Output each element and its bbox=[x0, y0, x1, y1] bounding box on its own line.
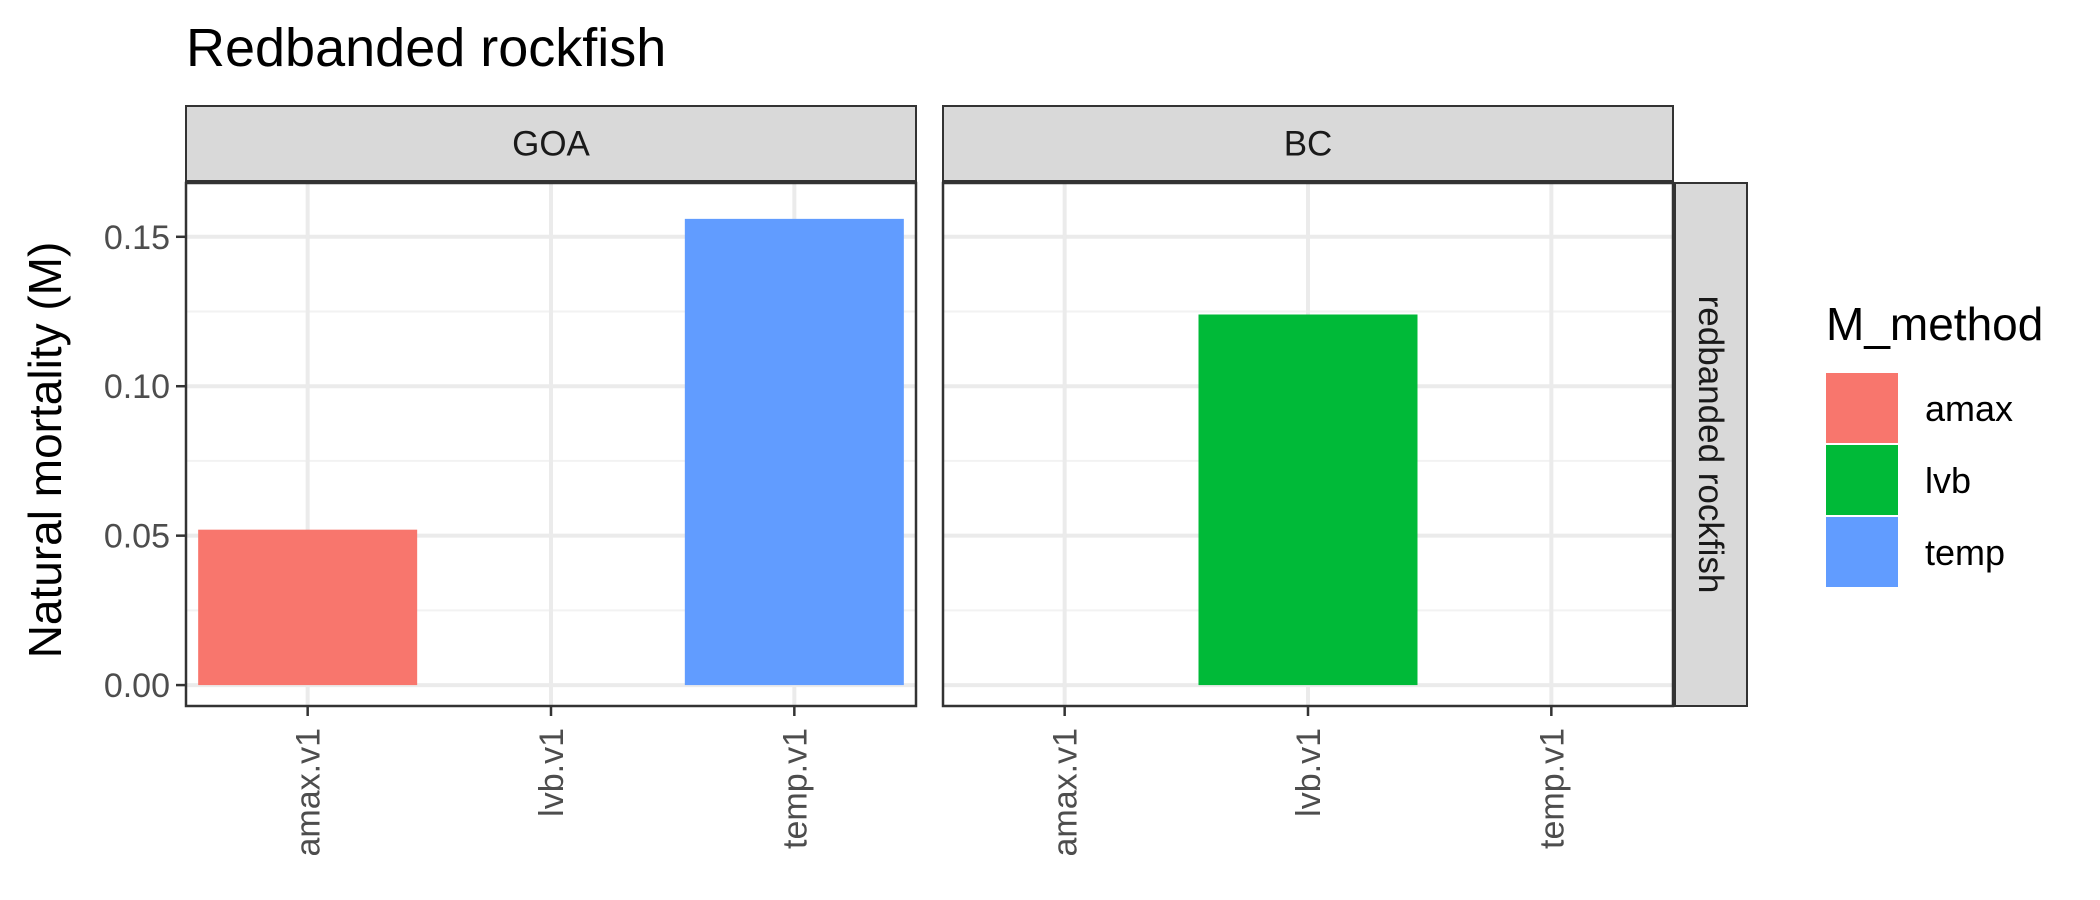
legend-key-lvb bbox=[1826, 445, 1898, 515]
legend-label-amax: amax bbox=[1925, 388, 2013, 429]
bar-lvb bbox=[1198, 314, 1418, 686]
y-axis-title: Natural mortality (M) bbox=[19, 242, 71, 659]
facet-panel-goa: GOA amax.v1 lvb.v1 temp.v1 0.00 0.05 0.10 0.15 bbox=[104, 105, 918, 857]
x-tick-label: amax.v1 bbox=[1047, 728, 1085, 857]
bar-amax bbox=[198, 529, 418, 686]
facet-panels: GOA amax.v1 lvb.v1 temp.v1 0.00 0.05 0.10 0.15 B… bbox=[104, 105, 1748, 857]
facet-panel-bc: BC amax.v1 lvb.v1 temp.v1 bbox=[941, 105, 1675, 857]
y-tick-label: 0.15 bbox=[104, 219, 170, 257]
x-tick-label: lvb.v1 bbox=[1290, 728, 1328, 817]
legend-label-lvb: lvb bbox=[1925, 460, 1971, 501]
y-tick-label: 0.10 bbox=[104, 368, 170, 406]
legend-key-temp bbox=[1826, 517, 1898, 587]
facet-strip-label: BC bbox=[1284, 125, 1333, 164]
y-tick-label: 0.05 bbox=[104, 518, 170, 556]
x-tick-label: amax.v1 bbox=[290, 728, 328, 857]
facet-row-strip-box bbox=[1674, 182, 1748, 707]
facet-row-strip: redbanded rockfish bbox=[1674, 182, 1748, 707]
legend-key-amax bbox=[1826, 373, 1898, 443]
facet-strip-label: GOA bbox=[512, 125, 590, 164]
x-tick-label: lvb.v1 bbox=[533, 728, 571, 817]
y-tick-label: 0.00 bbox=[104, 667, 170, 705]
x-tick-label: temp.v1 bbox=[776, 728, 814, 849]
legend-title: M_method bbox=[1826, 298, 2043, 350]
chart-title: Redbanded rockfish bbox=[186, 18, 666, 78]
bar-temp bbox=[684, 218, 904, 686]
facet-strip bbox=[185, 105, 917, 182]
facet-strip bbox=[942, 105, 1674, 182]
x-tick-label: temp.v1 bbox=[1533, 728, 1571, 849]
legend-label-temp: temp bbox=[1925, 532, 2005, 573]
facet-row-strip-label: redbanded rockfish bbox=[1691, 296, 1730, 594]
